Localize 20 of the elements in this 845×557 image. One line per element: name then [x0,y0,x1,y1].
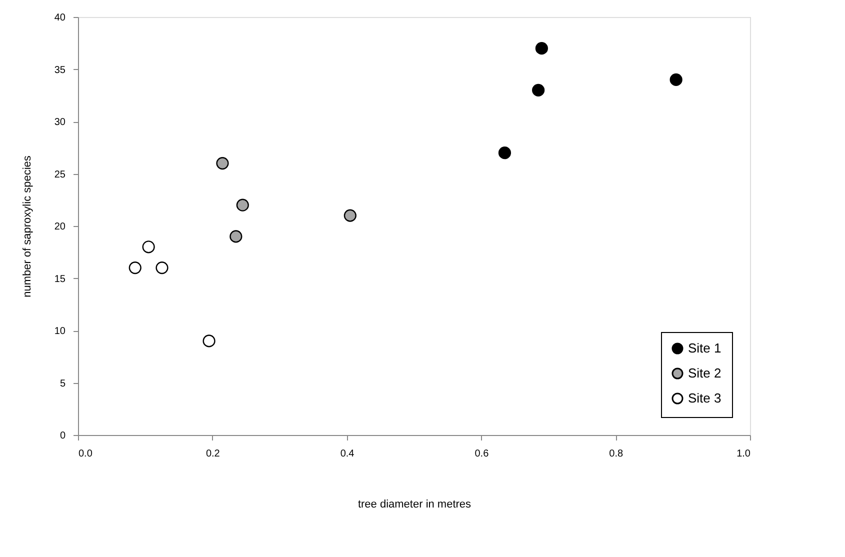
x-tick-label: 1.0 [736,448,751,460]
x-tick-label: 0.8 [609,448,624,460]
x-tick-label: 0.4 [340,448,355,460]
y-tick-label: 20 [54,222,66,232]
legend-label: Site 1 [688,340,722,356]
y-tick-label: 40 [54,12,66,24]
y-tick-label: 30 [54,117,66,128]
y-tick-label: 5 [60,378,66,390]
y-tick-label: 15 [54,274,66,285]
x-tick-label: 0.0 [78,448,93,460]
legend-label: Site 3 [688,390,722,406]
x-axis-title: tree diameter in metres [358,498,472,510]
y-axis-title: number of saproxylic species [21,155,34,298]
y-tick-label: 10 [54,326,66,337]
legend-label: Site 2 [688,366,722,380]
y-tick-label: 25 [54,169,66,180]
x-tick-label: 0.2 [206,448,220,460]
x-tick-label: 0.6 [474,448,490,460]
y-tick-label: 35 [54,64,66,76]
y-tick-label: 0 [60,430,66,442]
